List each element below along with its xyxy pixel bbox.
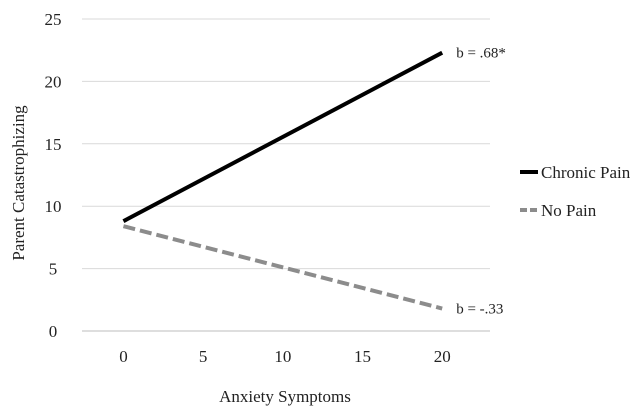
x-tick-label: 5	[199, 347, 208, 366]
slope-annotation: b = -.33	[456, 302, 503, 318]
y-tick-label: 5	[49, 260, 58, 279]
gridlines	[82, 18, 490, 332]
y-axis-title: Parent Catastrophizing	[9, 105, 28, 261]
annotations: b = .68* b = -.33	[456, 46, 506, 318]
x-tick-labels: 0 5 10 15 20	[119, 347, 451, 366]
y-tick-label: 25	[45, 10, 62, 29]
series-line-chronic-pain	[122, 50, 444, 223]
x-tick-label: 20	[434, 347, 451, 366]
legend-label: No Pain	[541, 201, 597, 220]
series-lines	[122, 50, 444, 311]
legend: Chronic Pain No Pain	[520, 163, 631, 220]
legend-label: Chronic Pain	[541, 163, 631, 182]
y-tick-label: 15	[45, 135, 62, 154]
x-tick-label: 0	[119, 347, 128, 366]
y-tick-label: 10	[45, 197, 62, 216]
y-tick-label: 0	[49, 322, 58, 341]
y-tick-labels: 0 5 10 15 20 25	[45, 10, 62, 341]
series-line-no-pain	[122, 224, 443, 311]
x-tick-label: 10	[274, 347, 291, 366]
x-tick-label: 15	[354, 347, 371, 366]
slope-annotation: b = .68*	[456, 46, 506, 62]
y-tick-label: 20	[45, 72, 62, 91]
x-axis-title: Anxiety Symptoms	[219, 387, 351, 406]
